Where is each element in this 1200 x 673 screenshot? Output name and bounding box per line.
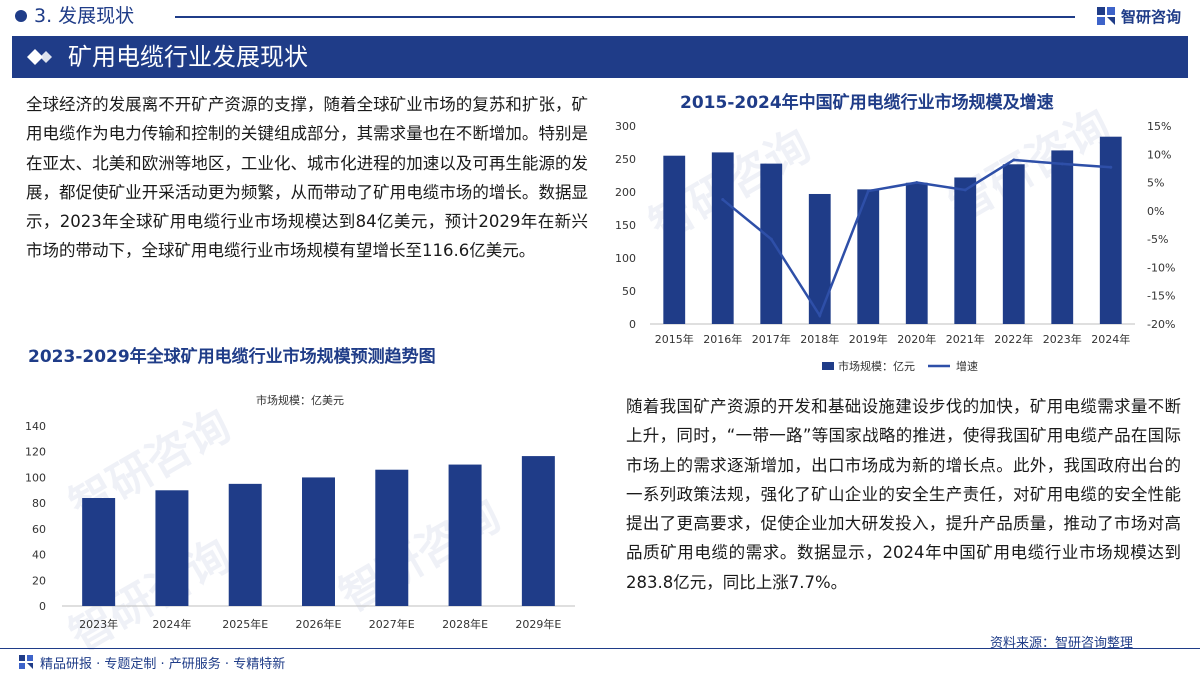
- double-diamond-icon: [27, 49, 52, 65]
- y-tick-label: 140: [25, 420, 46, 433]
- title-banner: 矿用电缆行业发展现状: [12, 36, 1188, 78]
- y-left-tick-label: 300: [615, 120, 636, 133]
- footer-divider: [0, 648, 1200, 649]
- china-market-chart: 0 50 100 150 200 250 300 -20% -15% -10% -5% 0% 5% 10%…: [615, 120, 1175, 373]
- bar: [760, 163, 783, 324]
- y-right-tick-label: 15%: [1147, 120, 1171, 133]
- bar: [1002, 164, 1025, 324]
- x-tick-label: 2023年: [79, 617, 118, 631]
- growth-point: [1012, 158, 1016, 162]
- bar: [228, 483, 262, 606]
- top-bar: 3. 发展现状 智研咨询: [0, 0, 1200, 34]
- x-tick-label: 2015年: [655, 332, 694, 346]
- y-right-tick-label: 10%: [1147, 148, 1171, 161]
- y-left-tick-label: 200: [615, 186, 636, 199]
- china-chart-title: 2015-2024年中国矿用电缆行业市场规模及增速: [680, 93, 1054, 113]
- global-chart-title: 2023-2029年全球矿用电缆行业市场规模预测趋势图: [28, 347, 436, 367]
- bar: [663, 155, 686, 324]
- zhiyan-footer-icon: [19, 655, 33, 669]
- y-left-tick-label: 100: [615, 252, 636, 265]
- x-tick-label: 2029年E: [515, 617, 561, 631]
- bar: [82, 498, 116, 606]
- growth-point: [866, 189, 870, 193]
- x-tick-label: 2023年: [1043, 332, 1082, 346]
- y-tick-label: 20: [32, 574, 46, 587]
- y-right-tick-label: 0%: [1147, 205, 1164, 218]
- bar: [302, 477, 335, 606]
- logo-text: 智研咨询: [1121, 7, 1182, 26]
- bar: [375, 469, 409, 606]
- y-tick-label: 100: [25, 471, 46, 484]
- growth-point: [915, 181, 919, 185]
- y-right-tick-label: -10%: [1147, 261, 1175, 274]
- bar: [155, 490, 189, 606]
- x-tick-label: 2021年: [946, 332, 985, 346]
- x-tick-label: 2025年E: [222, 617, 268, 631]
- y-tick-label: 80: [32, 497, 46, 510]
- zhiyan-logo-icon: [1097, 7, 1115, 25]
- x-tick-label: 2026年E: [296, 617, 342, 631]
- growth-point: [818, 314, 822, 318]
- x-tick-label: 2019年: [849, 332, 888, 346]
- growth-point: [1109, 165, 1113, 169]
- x-tick-label: 2028年E: [442, 617, 488, 631]
- y-right-tick-label: -5%: [1147, 233, 1168, 246]
- growth-point: [721, 198, 725, 202]
- x-tick-label: 2027年E: [369, 617, 415, 631]
- y-left-tick-label: 50: [622, 285, 636, 298]
- y-tick-label: 40: [32, 549, 46, 562]
- y-tick-label: 120: [25, 446, 46, 459]
- bar: [954, 177, 977, 324]
- y-left-tick-label: 150: [615, 219, 636, 232]
- x-tick-label: 2024年: [1091, 332, 1130, 346]
- legend-bar-swatch: [822, 362, 834, 370]
- y-right-tick-label: -20%: [1147, 318, 1175, 331]
- intro-paragraph: 全球经济的发展离不开矿产资源的支撑，随着全球矿业市场的复苏和扩张，矿用电缆作为电…: [26, 95, 588, 261]
- bar: [521, 456, 555, 606]
- top-divider: [175, 16, 1075, 18]
- y-tick-label: 0: [39, 600, 46, 613]
- x-tick-label: 2020年: [897, 332, 936, 346]
- x-tick-label: 2016年: [703, 332, 742, 346]
- page-title: 矿用电缆行业发展现状: [68, 43, 308, 71]
- x-tick-label: 2018年: [800, 332, 839, 346]
- data-source: 资料来源：智研咨询整理: [990, 636, 1134, 651]
- growth-point: [1060, 162, 1064, 166]
- x-tick-label: 2022年: [994, 332, 1033, 346]
- x-tick-label: 2024年: [152, 617, 191, 631]
- brand-logo: 智研咨询: [1096, 3, 1181, 29]
- global-market-chart: 市场规模：亿美元 0 20 40 60 80 100 120 140 2023年 2024年 2025…: [25, 393, 575, 631]
- y-right-tick-label: -15%: [1147, 290, 1175, 303]
- footer: 精品研报 · 专题定制 · 产研服务 · 专精特新: [0, 650, 1200, 673]
- footer-tagline: 精品研报 · 专题定制 · 产研服务 · 专精特新: [40, 657, 286, 672]
- bar: [711, 152, 734, 324]
- bar: [448, 464, 482, 606]
- growth-point: [963, 188, 967, 192]
- legend-bar-label: 市场规模：亿元: [838, 359, 915, 373]
- bar: [1099, 136, 1122, 324]
- legend-line-label: 增速: [956, 359, 978, 373]
- bar: [905, 182, 928, 324]
- section-bullet-icon: [15, 10, 27, 22]
- section-label: 3. 发展现状: [34, 5, 135, 27]
- unit-label: 市场规模：亿美元: [256, 393, 344, 407]
- growth-point: [769, 237, 773, 241]
- y-right-tick-label: 5%: [1147, 177, 1164, 190]
- bar: [857, 189, 880, 324]
- bar: [1051, 150, 1074, 324]
- china-paragraph: 随着我国矿产资源的开发和基础设施建设步伐的加快，矿用电缆需求量不断上升，同时，“…: [626, 397, 1181, 592]
- x-tick-label: 2017年: [752, 332, 791, 346]
- y-left-tick-label: 250: [615, 153, 636, 166]
- y-left-tick-label: 0: [629, 318, 636, 331]
- y-tick-label: 60: [32, 523, 46, 536]
- bar: [808, 193, 831, 324]
